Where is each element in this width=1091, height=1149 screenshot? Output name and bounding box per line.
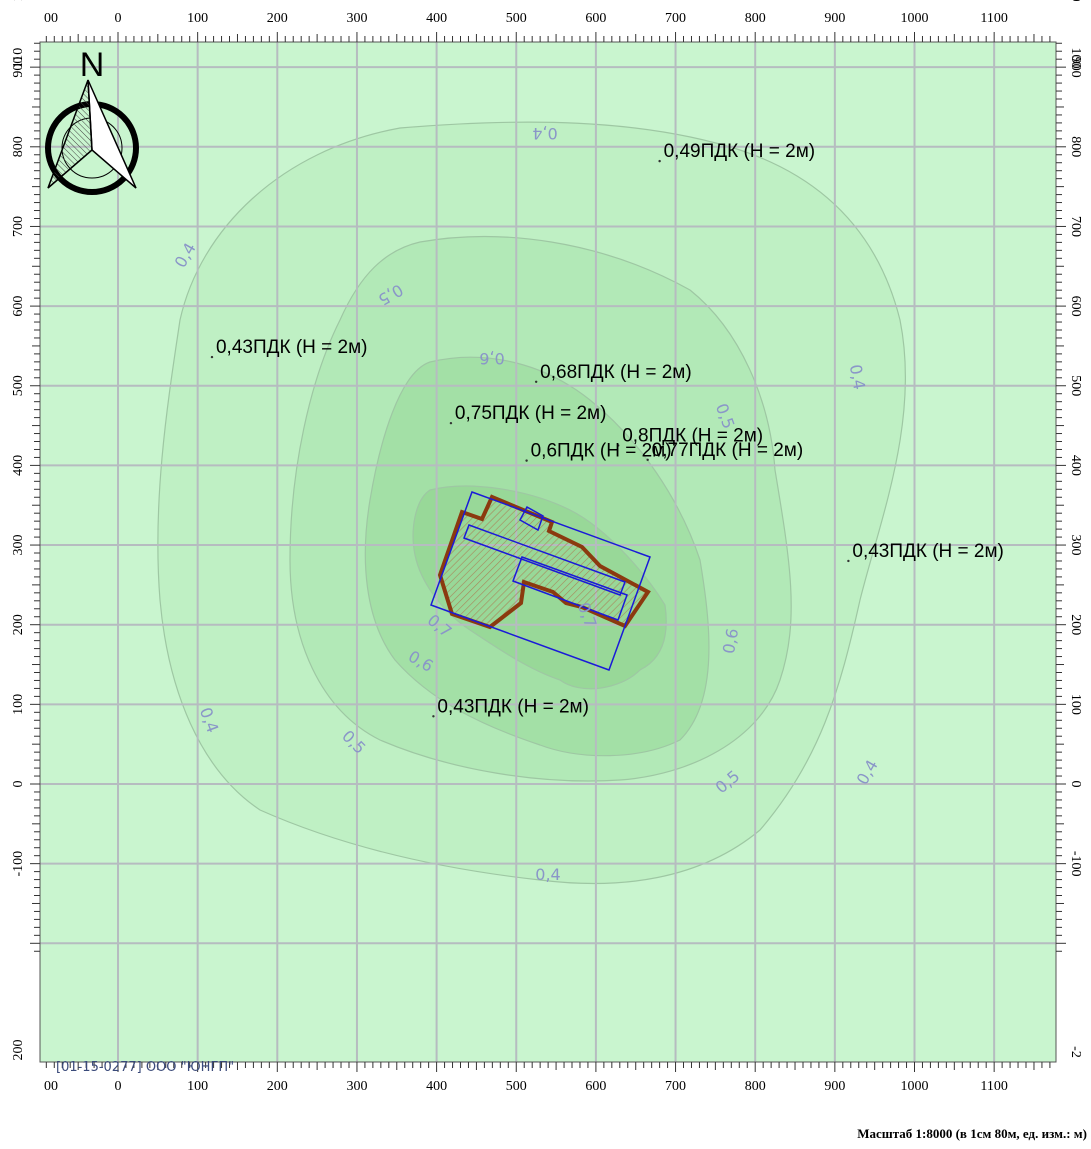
calc-point-label: 0,75ПДК (Н = 2м) bbox=[455, 403, 607, 424]
isoline-label: 0,4 bbox=[532, 124, 557, 143]
isoline-label: 0,4 bbox=[535, 865, 560, 884]
calc-point-marker bbox=[432, 715, 435, 718]
x-tick-label-bottom: 1100 bbox=[980, 1079, 1007, 1094]
calc-point-label: 0,43ПДК (Н = 2м) bbox=[437, 696, 589, 717]
isoline-label: 0,6 bbox=[479, 349, 504, 368]
isoline-label: 0,6 bbox=[719, 627, 742, 655]
x-tick-label-bottom: 100 bbox=[187, 1079, 208, 1094]
calc-point-marker bbox=[210, 355, 214, 359]
y-edge-label-left-top: 110 bbox=[11, 48, 26, 68]
x-tick-label-bottom: 200 bbox=[267, 1079, 288, 1094]
y-edge-label-left-bottom: 200 bbox=[11, 1040, 26, 1061]
axis-layer: 0010010020020030030040040050050060060070… bbox=[11, 0, 1083, 1094]
source-outline-inner-a bbox=[463, 524, 626, 596]
calc-point-marker bbox=[847, 559, 850, 563]
x-tick-label-bottom: 700 bbox=[665, 1079, 686, 1094]
y-tick-label-right: 500 bbox=[1068, 375, 1083, 396]
y-tick-label-left: 500 bbox=[11, 375, 26, 396]
y-tick-label-right: 100 bbox=[1068, 694, 1083, 715]
y-tick-label-right: 0 bbox=[1068, 781, 1083, 788]
calc-point-marker bbox=[449, 421, 453, 425]
y-tick-label-left: 0 bbox=[11, 781, 26, 788]
scale-caption: Масштаб 1:8000 (в 1см 80м, ед. изм.: м) bbox=[857, 1126, 1087, 1141]
x-tick-label-top: 500 bbox=[506, 11, 527, 26]
x-tick-label-top: 0 bbox=[115, 11, 122, 26]
y-tick-label-left: 200 bbox=[11, 614, 26, 635]
y-tick-label-left: 800 bbox=[11, 136, 26, 157]
y-tick-label-left: 700 bbox=[11, 216, 26, 237]
y-tick-label-left: 1000 bbox=[11, 0, 26, 2]
calc-point-label: 0,49ПДК (Н = 2м) bbox=[664, 141, 816, 162]
y-tick-label-right: -100 bbox=[1068, 851, 1083, 877]
y-tick-label-left: 900 bbox=[11, 57, 26, 78]
x-tick-label-bottom: 900 bbox=[824, 1079, 845, 1094]
calc-point-label: 0,68ПДК (Н = 2м) bbox=[540, 362, 692, 383]
y-tick-label-left: -100 bbox=[11, 851, 26, 877]
y-edge-label-right-top: 100 bbox=[1068, 48, 1083, 69]
x-tick-label-top: 300 bbox=[346, 11, 367, 26]
x-edge-label-bottom: 00 bbox=[44, 1079, 58, 1094]
y-tick-label-right: 900 bbox=[1068, 57, 1083, 78]
x-tick-label-top: 400 bbox=[426, 11, 447, 26]
x-tick-label-bottom: 1000 bbox=[901, 1079, 929, 1094]
x-tick-label-top: 200 bbox=[267, 11, 288, 26]
x-tick-label-bottom: 0 bbox=[115, 1079, 122, 1094]
calc-point-label: 0,6ПДК (Н = 2м) bbox=[531, 441, 672, 462]
y-tick-label-right: 300 bbox=[1068, 535, 1083, 556]
source-outline-outer bbox=[430, 491, 651, 671]
y-tick-label-right: 200 bbox=[1068, 614, 1083, 635]
x-tick-label-top: 1100 bbox=[980, 11, 1007, 26]
x-tick-label-top: 800 bbox=[745, 11, 766, 26]
industrial-site bbox=[430, 491, 651, 671]
grid-layer bbox=[40, 42, 1056, 1062]
calc-point-label: 0,77ПДК (Н = 2м) bbox=[652, 440, 804, 461]
x-tick-label-bottom: 300 bbox=[346, 1079, 367, 1094]
y-edge-label-right-bottom: -2 bbox=[1068, 1046, 1083, 1058]
x-edge-label-top: 00 bbox=[44, 11, 58, 26]
source-outline-inner-b bbox=[512, 556, 628, 621]
x-tick-label-top: 100 bbox=[187, 11, 208, 26]
y-tick-label-left: 600 bbox=[11, 296, 26, 317]
x-tick-label-bottom: 400 bbox=[426, 1079, 447, 1094]
calculation-points: 0,49ПДК (Н = 2м) 0,43ПДК (Н = 2м) 0,68ПДК … bbox=[210, 141, 1004, 718]
y-tick-label-right: 400 bbox=[1068, 455, 1083, 476]
y-tick-label-right: 700 bbox=[1068, 216, 1083, 237]
north-arrow-icon: N bbox=[45, 46, 139, 195]
x-tick-label-bottom: 800 bbox=[745, 1079, 766, 1094]
calc-point-marker bbox=[617, 444, 620, 447]
x-tick-label-top: 900 bbox=[824, 11, 845, 26]
x-tick-label-bottom: 500 bbox=[506, 1079, 527, 1094]
concentration-zones bbox=[157, 121, 906, 885]
organization-label: [01-15-0277] ООО "ЮНГП" bbox=[56, 1060, 235, 1075]
calc-point-label: 0,8ПДК (Н = 2м) bbox=[622, 425, 763, 446]
y-tick-label-right: 600 bbox=[1068, 296, 1083, 317]
calc-point-label: 0,43ПДК (Н = 2м) bbox=[852, 541, 1004, 562]
x-tick-label-top: 700 bbox=[665, 11, 686, 26]
calc-point-label: 0,43ПДК (Н = 2м) bbox=[216, 337, 368, 358]
y-tick-label-left: 400 bbox=[11, 455, 26, 476]
isoline-label: 0,4 bbox=[846, 363, 869, 391]
source-outline-small bbox=[518, 505, 544, 532]
calc-point-marker bbox=[646, 458, 649, 462]
y-tick-label-left: 300 bbox=[11, 535, 26, 556]
calc-point-marker bbox=[525, 459, 528, 462]
x-tick-label-bottom: 600 bbox=[585, 1079, 606, 1094]
north-label: N bbox=[80, 46, 105, 84]
x-tick-label-top: 600 bbox=[585, 11, 606, 26]
x-tick-label-top: 1000 bbox=[901, 11, 929, 26]
y-tick-label-left: 100 bbox=[11, 694, 26, 715]
calc-point-marker bbox=[658, 159, 661, 163]
calc-point-marker bbox=[534, 380, 538, 383]
y-tick-label-right: 1000 bbox=[1068, 0, 1083, 2]
y-tick-label-right: 800 bbox=[1068, 136, 1083, 157]
